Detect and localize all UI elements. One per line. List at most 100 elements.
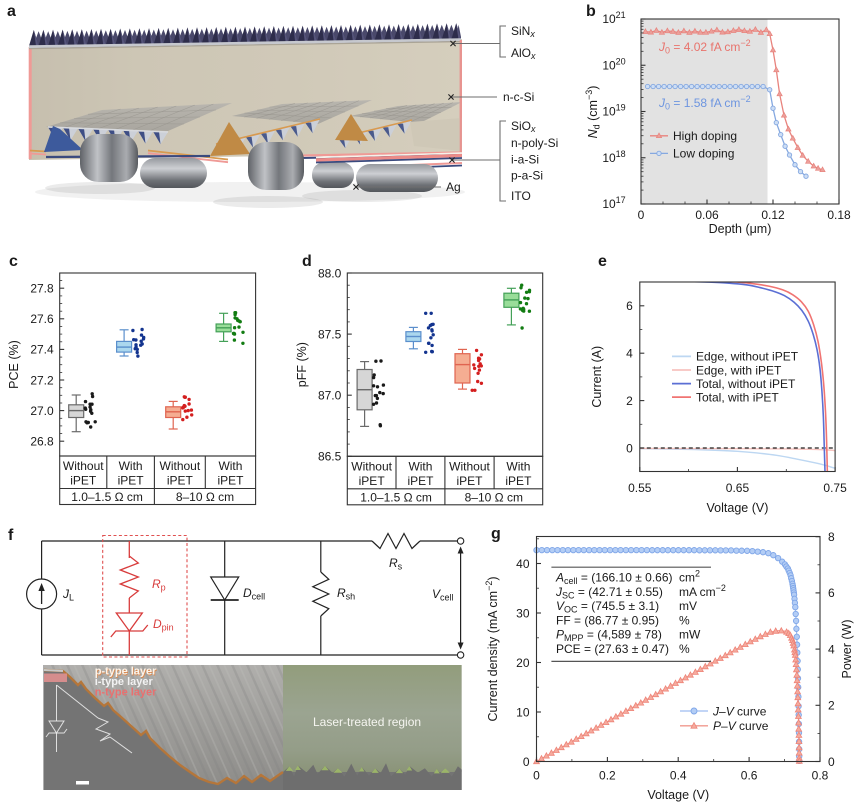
svg-text:iPET: iPET: [359, 474, 386, 488]
svg-text:Low doping: Low doping: [673, 147, 734, 161]
svg-text:p-a-Si: p-a-Si: [511, 169, 543, 183]
svg-text:0: 0: [523, 755, 530, 769]
svg-text:Depth (μm): Depth (μm): [709, 222, 772, 236]
svg-text:Without: Without: [449, 459, 490, 473]
svg-text:mW: mW: [679, 628, 701, 642]
svg-text:27.4: 27.4: [30, 343, 54, 357]
svg-text:0.65: 0.65: [726, 481, 750, 495]
svg-text:27.6: 27.6: [30, 312, 54, 326]
svg-text:40: 40: [516, 557, 530, 571]
svg-text:JL: JL: [62, 587, 74, 603]
svg-text:26.8: 26.8: [30, 435, 54, 449]
svg-text:iPET: iPET: [118, 474, 145, 488]
svg-text:0.8: 0.8: [812, 769, 829, 783]
svg-text:n-poly-Si: n-poly-Si: [511, 136, 558, 150]
svg-text:Vcell: Vcell: [432, 587, 454, 603]
svg-text:With: With: [218, 459, 242, 473]
svg-text:Without: Without: [160, 459, 201, 473]
svg-text:1.0–1.5 Ω cm: 1.0–1.5 Ω cm: [360, 490, 432, 504]
svg-text:87.0: 87.0: [318, 389, 342, 403]
svg-text:p-type layer: p-type layer: [95, 666, 157, 678]
svg-text:Current (A): Current (A): [590, 346, 604, 408]
svg-text:87.5: 87.5: [318, 327, 342, 341]
svg-text:8: 8: [828, 530, 835, 544]
svg-text:Voltage (V): Voltage (V): [707, 501, 769, 515]
svg-text:0: 0: [828, 755, 835, 769]
svg-text:n-type layer: n-type layer: [95, 687, 157, 699]
svg-text:c: c: [9, 253, 18, 270]
svg-text:Without: Without: [63, 459, 104, 473]
svg-text:8–10 Ω cm: 8–10 Ω cm: [176, 490, 234, 504]
svg-text:%: %: [679, 613, 690, 627]
svg-text:n-c-Si: n-c-Si: [503, 90, 534, 104]
svg-text:27.0: 27.0: [30, 404, 54, 418]
svg-text:0: 0: [533, 769, 540, 783]
svg-text:With: With: [506, 459, 530, 473]
svg-text:P–V curve: P–V curve: [713, 719, 769, 733]
svg-text:0.75: 0.75: [823, 481, 847, 495]
svg-text:d: d: [302, 253, 312, 270]
svg-text:JSC = (42.71 ± 0.55): JSC = (42.71 ± 0.55): [555, 585, 663, 601]
svg-text:2: 2: [828, 699, 835, 713]
svg-text:i-type layer: i-type layer: [95, 676, 154, 688]
svg-text:Edge, with iPET: Edge, with iPET: [696, 363, 782, 377]
svg-text:10: 10: [516, 705, 530, 719]
svg-text:pFF (%): pFF (%): [295, 342, 309, 387]
svg-text:PCE (%): PCE (%): [7, 340, 21, 389]
svg-text:0.12: 0.12: [761, 208, 785, 222]
svg-text:%: %: [679, 642, 690, 656]
svg-text:Rp: Rp: [152, 577, 166, 593]
svg-text:iPET: iPET: [456, 474, 483, 488]
svg-text:8–10 Ω cm: 8–10 Ω cm: [465, 490, 523, 504]
svg-text:1.0–1.5 Ω cm: 1.0–1.5 Ω cm: [71, 490, 143, 504]
svg-text:0: 0: [626, 441, 633, 455]
svg-text:0.06: 0.06: [695, 208, 719, 222]
svg-text:86.5: 86.5: [318, 450, 342, 464]
svg-text:iPET: iPET: [70, 474, 97, 488]
svg-text:PMPP = (4,589 ± 78): PMPP = (4,589 ± 78): [556, 628, 662, 644]
svg-text:iPET: iPET: [407, 474, 434, 488]
svg-text:mA cm−2: mA cm−2: [679, 583, 726, 599]
svg-text:VOC = (745.5 ± 3.1): VOC = (745.5 ± 3.1): [556, 599, 659, 615]
svg-text:88.0: 88.0: [318, 266, 342, 280]
svg-text:J–V curve: J–V curve: [712, 704, 767, 718]
svg-text:Total, without iPET: Total, without iPET: [696, 377, 796, 391]
svg-text:With: With: [119, 459, 143, 473]
svg-text:0.4: 0.4: [670, 769, 687, 783]
svg-text:ITO: ITO: [511, 189, 531, 203]
svg-text:Laser-treated region: Laser-treated region: [313, 715, 421, 729]
svg-text:0.6: 0.6: [741, 769, 758, 783]
svg-text:Voltage (V): Voltage (V): [647, 788, 709, 802]
svg-text:PCE = (27.63 ± 0.47): PCE = (27.63 ± 0.47): [556, 642, 669, 656]
svg-text:Ag: Ag: [446, 180, 461, 194]
svg-text:Current density (mA cm−2): Current density (mA cm−2): [484, 576, 500, 721]
svg-text:0.55: 0.55: [628, 481, 652, 495]
svg-text:Acell = (166.10 ± 0.66): Acell = (166.10 ± 0.66): [555, 571, 673, 587]
svg-text:30: 30: [516, 606, 530, 620]
svg-text:iPET: iPET: [167, 474, 194, 488]
svg-text:20: 20: [516, 656, 530, 670]
svg-text:6: 6: [626, 299, 633, 313]
svg-text:27.2: 27.2: [30, 373, 54, 387]
svg-text:4: 4: [626, 347, 633, 361]
svg-text:Without: Without: [351, 459, 392, 473]
svg-text:SiOx: SiOx: [511, 119, 536, 134]
svg-text:f: f: [8, 527, 14, 544]
svg-text:27.8: 27.8: [30, 282, 54, 296]
svg-text:b: b: [586, 3, 596, 20]
svg-text:With: With: [408, 459, 432, 473]
svg-text:AlOx: AlOx: [511, 46, 536, 61]
svg-text:g: g: [491, 526, 501, 543]
svg-text:High doping: High doping: [673, 129, 737, 143]
svg-text:cm2: cm2: [679, 569, 700, 585]
svg-text:J0 = 1.58 fA cm−2: J0 = 1.58 fA cm−2: [658, 94, 751, 112]
svg-text:p-type layer: p-type layer: [95, 666, 157, 678]
svg-text:Power (W): Power (W): [840, 619, 854, 678]
svg-text:0: 0: [638, 208, 645, 222]
svg-text:Dpin: Dpin: [153, 617, 174, 633]
svg-text:0.18: 0.18: [827, 208, 851, 222]
svg-text:iPET: iPET: [217, 474, 244, 488]
svg-text:Rsh: Rsh: [337, 586, 355, 602]
svg-text:2: 2: [626, 394, 633, 408]
svg-text:FF = (86.77 ± 0.95): FF = (86.77 ± 0.95): [556, 613, 659, 627]
